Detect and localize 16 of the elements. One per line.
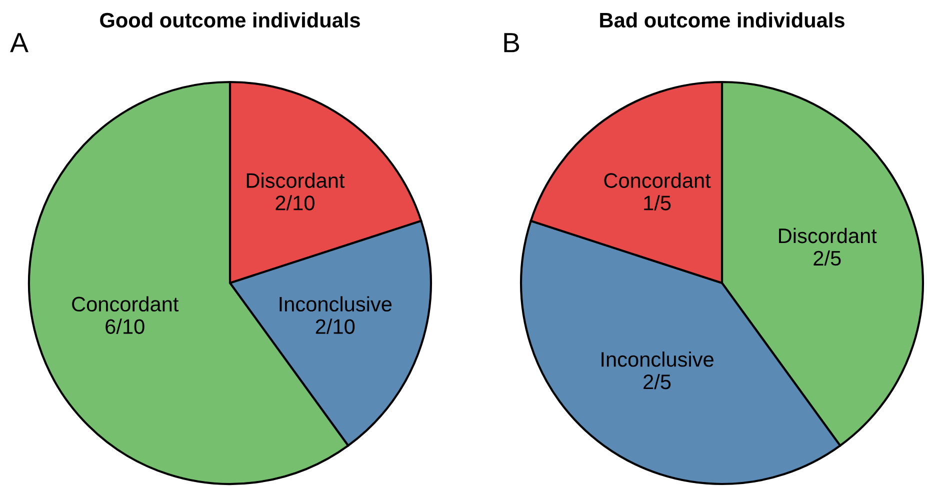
data-label: 1/5: [644, 195, 671, 210]
slice-label: Inconclusive: [280, 296, 392, 312]
slice-label: Discordant: [779, 228, 877, 244]
data-label: 6/10: [106, 318, 144, 334]
chart-title: Good outcome individuals: [100, 12, 360, 28]
text: A: [10, 33, 28, 52]
slice-label: Discordant: [246, 172, 345, 188]
data-label: 2/5: [644, 374, 671, 390]
chart-title: Bad outcome individuals: [600, 12, 844, 28]
slice-label: Inconclusive: [602, 352, 714, 367]
data-label: 2/5: [814, 250, 841, 266]
text: B: [504, 33, 520, 52]
slice-label: Concordant: [72, 296, 179, 312]
data-label: 2/10: [276, 195, 314, 210]
data-label: 2/10: [316, 318, 355, 334]
slice-label: Concordant: [604, 172, 711, 188]
